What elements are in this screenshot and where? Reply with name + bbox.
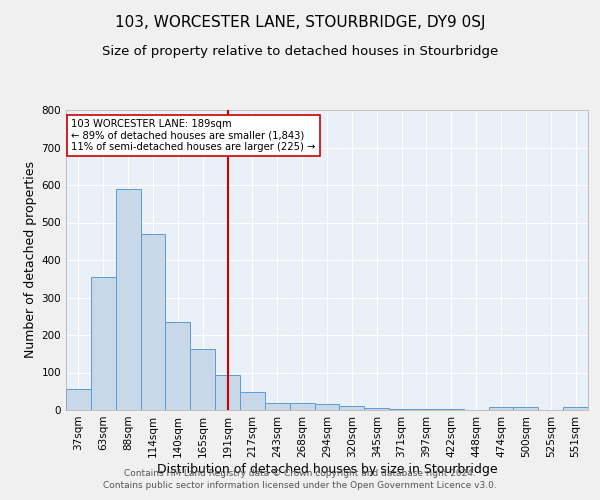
- X-axis label: Distribution of detached houses by size in Stourbridge: Distribution of detached houses by size …: [157, 462, 497, 475]
- Bar: [514, 407, 538, 410]
- Bar: [563, 408, 588, 410]
- Bar: [190, 349, 215, 410]
- Text: 103, WORCESTER LANE, STOURBRIDGE, DY9 0SJ: 103, WORCESTER LANE, STOURBRIDGE, DY9 0S…: [115, 15, 485, 30]
- Bar: [389, 408, 414, 410]
- Bar: [364, 408, 389, 410]
- Bar: [290, 402, 314, 410]
- Bar: [488, 407, 514, 410]
- Bar: [265, 402, 290, 410]
- Bar: [166, 322, 190, 410]
- Bar: [140, 234, 166, 410]
- Bar: [340, 406, 364, 410]
- Text: Size of property relative to detached houses in Stourbridge: Size of property relative to detached ho…: [102, 45, 498, 58]
- Bar: [215, 375, 240, 410]
- Bar: [240, 392, 265, 410]
- Text: Contains HM Land Registry data © Crown copyright and database right 2024.
Contai: Contains HM Land Registry data © Crown c…: [103, 468, 497, 490]
- Bar: [116, 188, 140, 410]
- Bar: [314, 404, 340, 410]
- Y-axis label: Number of detached properties: Number of detached properties: [25, 162, 37, 358]
- Text: 103 WORCESTER LANE: 189sqm
← 89% of detached houses are smaller (1,843)
11% of s: 103 WORCESTER LANE: 189sqm ← 89% of deta…: [71, 119, 316, 152]
- Bar: [414, 409, 439, 410]
- Bar: [91, 277, 116, 410]
- Bar: [66, 388, 91, 410]
- Bar: [439, 409, 464, 410]
